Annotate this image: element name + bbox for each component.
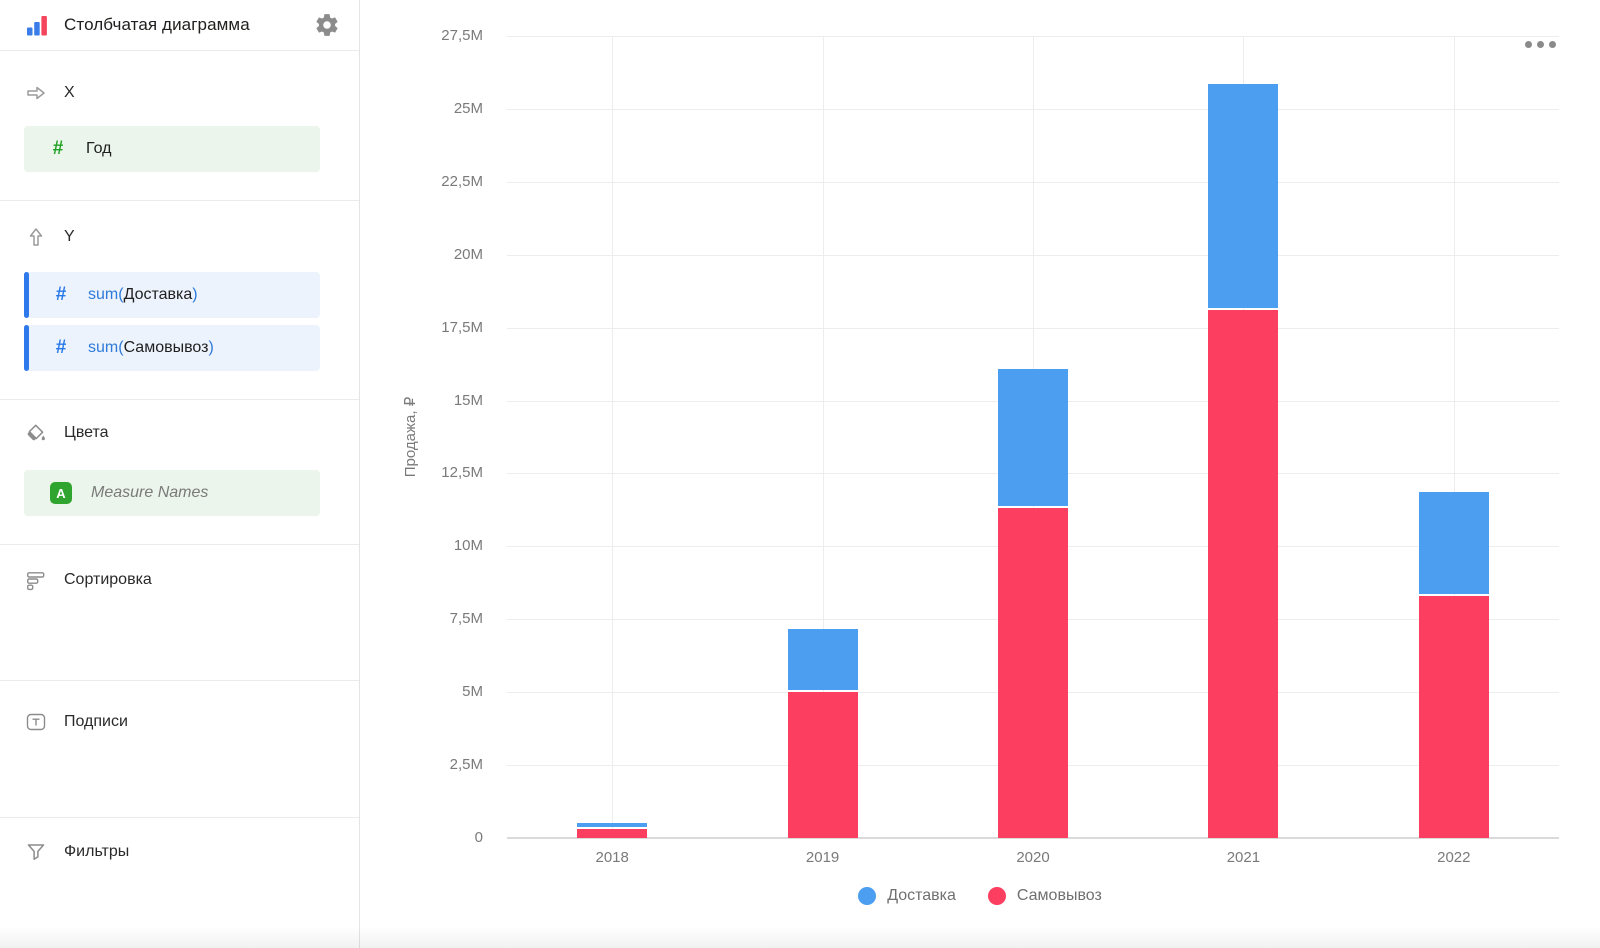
x-axis-tick-label: 2020 [1016,849,1050,866]
y-axis-tick-label: 5M [462,683,483,701]
plot-area: 0 2,5M 5M 7,5M 10M 12,5M 15M 17,5M 20M 22,5M 25M 27… [360,0,1600,948]
x-axis-tick-label: 2022 [1437,849,1471,866]
sort-bars-icon [27,572,45,591]
colors-section-label: Цвета [64,424,109,441]
bar-segment-Доставка-2019[interactable] [787,628,858,691]
field-label: Measure Names [91,484,209,501]
x-field-god[interactable]: # Год [24,126,320,172]
sidebar-header: Столбчатая диаграмма [0,0,359,50]
bar-segment-Самовывоз-2019[interactable] [787,692,858,838]
bar-segment-Самовывоз-2018[interactable] [577,829,648,838]
y-axis-tick-label: 15M [453,391,483,409]
section-divider [0,817,359,818]
field-label: sum(Самовывоз) [88,339,214,356]
labels-section-label: Подписи [64,713,128,730]
legend-item-Доставка[interactable]: Доставка [858,887,956,905]
bar-segment-Самовывоз-2022[interactable] [1418,595,1489,838]
bar-segment-Доставка-2022[interactable] [1418,491,1489,594]
x-axis-tick-label: 2018 [595,849,629,866]
y-axis-section-label: Y [64,228,75,245]
y-axis-tick-label: 22,5M [441,172,483,190]
bar-segment-Доставка-2021[interactable] [1208,83,1279,309]
section-divider [0,399,359,400]
v-gridline [1453,36,1455,838]
number-type-icon: # [55,337,67,358]
v-gridline [612,36,614,838]
bar-segment-Самовывоз-2020[interactable] [998,508,1068,838]
settings-sidebar: Столбчатая диаграмма X # Год Y # sum(Дос… [0,0,360,948]
number-type-icon: # [55,284,67,305]
page-title: Столбчатая диаграмма [64,15,250,34]
labels-section-header: Подписи [24,708,128,736]
measure-accent-bar [24,325,29,371]
y-axis-tick-label: 12,5M [441,464,483,482]
colors-field-measure-names[interactable]: A Measure Names [24,470,320,516]
bar-segment-Доставка-2018[interactable] [577,822,648,828]
section-divider [0,680,359,681]
legend-swatch [987,887,1006,905]
bar-segment-Самовывоз-2021[interactable] [1208,310,1279,838]
y-axis-tick-label: 2,5M [449,756,483,774]
ellipsis-icon [1536,40,1544,48]
x-axis-section-label: X [64,84,75,101]
v-gridline [822,36,824,838]
paint-bucket-icon [27,424,45,441]
text-label-icon [26,713,46,731]
funnel-icon [27,844,45,860]
y-field-samovyvoz[interactable]: # sum(Самовывоз) [24,325,320,371]
ellipsis-icon [1524,40,1532,48]
sorting-section-label: Сортировка [64,571,152,588]
sorting-section-header: Сортировка [24,566,152,594]
colors-section-header: Цвета [24,419,109,447]
y-axis-tick-label: 27,5M [441,27,483,44]
x-axis-tick-label: 2021 [1226,849,1261,866]
legend-label: Самовывоз [1016,887,1102,904]
y-axis-tick-label: 25M [453,99,483,117]
y-field-dostavka[interactable]: # sum(Доставка) [24,272,320,318]
chart-more-menu-button[interactable] [1518,32,1562,56]
arrow-right-icon [27,86,45,100]
field-label: sum(Доставка) [88,286,198,303]
legend-swatch [858,887,877,905]
y-axis-tick-label: 20M [453,245,483,263]
section-divider [0,200,359,201]
measure-accent-bar [24,272,29,318]
number-type-icon: # [52,138,64,159]
field-label: Год [86,140,112,157]
y-axis-section-header: Y [24,223,75,251]
ellipsis-icon [1548,40,1556,48]
arrow-up-icon [29,228,43,246]
gear-icon [316,14,338,36]
x-axis-tick-label: 2019 [805,849,840,866]
y-axis-tick-label: 10M [453,537,483,555]
bar-segment-Доставка-2020[interactable] [998,369,1068,507]
chart-legend: Доставка Самовывоз [360,887,1600,905]
y-axis-tick-label: 7,5M [449,610,483,628]
settings-button[interactable] [313,11,341,39]
legend-item-Самовывоз[interactable]: Самовывоз [987,887,1102,905]
y-axis-tick-label: 17,5M [441,318,483,336]
x-axis-line [507,837,1559,839]
y-axis-tick-label: 0 [474,829,483,846]
text-type-icon: A [50,482,72,504]
chart-preview-panel: Продажа, ₽ 0 2,5M 5M 7,5M 10M 12,5M 15M 17,5M 20… [360,0,1600,948]
section-divider [0,50,359,51]
bar-chart-type-icon [27,16,47,36]
filters-section-label: Фильтры [64,843,130,860]
section-divider [0,544,359,545]
x-axis-section-header: X [24,79,75,107]
filters-section-header: Фильтры [24,838,129,866]
legend-label: Доставка [887,887,956,904]
